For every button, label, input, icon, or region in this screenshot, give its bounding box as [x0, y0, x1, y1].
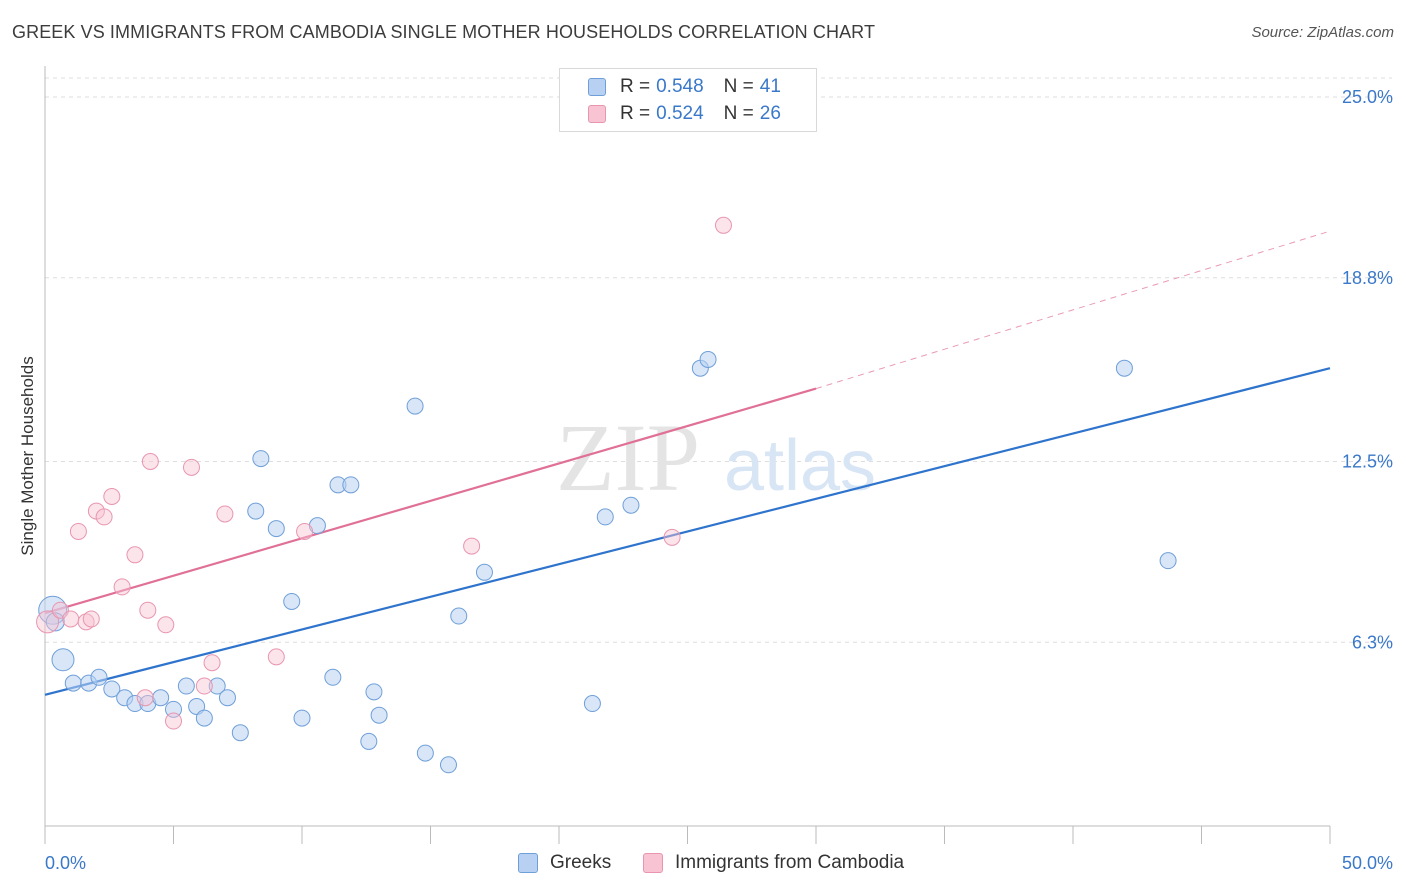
legend-swatch-greeks: [518, 853, 538, 873]
point-greeks: [51, 648, 75, 672]
point-greeks: [247, 502, 265, 520]
x-tick-label: 50.0%: [1342, 853, 1393, 873]
point-cambodia: [296, 522, 314, 540]
point-cambodia: [165, 712, 182, 730]
y-tick-label: 12.5%: [1342, 452, 1393, 472]
gridlines: [45, 77, 1392, 643]
legend-r-value: 0.524: [656, 103, 704, 124]
point-greeks: [231, 724, 249, 742]
legend-n-label: N =: [723, 103, 754, 124]
axes: [44, 66, 1331, 844]
watermark-atlas: atlas: [724, 426, 876, 506]
point-cambodia: [195, 677, 213, 695]
point-greeks: [45, 612, 65, 632]
point-greeks: [1115, 359, 1133, 377]
legend-row-greeks: R = 0.548 N = 41: [588, 74, 781, 100]
point-cambodia: [103, 487, 121, 505]
trendline-cambodia-extension: [815, 230, 1331, 390]
point-greeks: [177, 677, 195, 695]
point-cambodia: [182, 458, 200, 476]
trendlines: [44, 230, 1331, 696]
point-greeks: [416, 744, 434, 762]
point-cambodia: [62, 610, 80, 628]
y-tick-label: 18.8%: [1342, 268, 1393, 288]
point-cambodia: [126, 546, 144, 564]
legend-r-label: R =: [620, 76, 651, 97]
point-greeks: [596, 508, 614, 526]
point-greeks: [450, 607, 468, 625]
point-cambodia: [663, 528, 681, 546]
source-label: Source: ZipAtlas.com: [1251, 24, 1394, 41]
point-greeks: [64, 674, 82, 692]
legend-r-label: R =: [620, 103, 651, 124]
point-cambodia: [95, 508, 113, 526]
point-greeks: [360, 732, 378, 750]
point-cambodia: [69, 522, 87, 540]
legend-n-value: 41: [759, 76, 781, 97]
point-greeks: [218, 689, 236, 707]
point-greeks: [475, 563, 493, 581]
tick-labels: 6.3% 12.5% 18.8% 25.0% 0.0% 50.0%: [45, 87, 1393, 873]
y-tick-label: 6.3%: [1352, 632, 1393, 652]
point-cambodia: [203, 654, 221, 672]
legend-swatch-cambodia: [643, 853, 663, 873]
legend-n-value: 26: [759, 103, 781, 124]
legend-label-cambodia: Immigrants from Cambodia: [675, 852, 905, 873]
point-greeks: [165, 700, 182, 718]
point-greeks: [252, 450, 270, 468]
legend-item-greeks: Greeks: [518, 852, 611, 874]
watermark: ZIP atlas: [556, 404, 876, 511]
point-cambodia: [136, 689, 154, 707]
point-greeks: [152, 689, 170, 707]
correlation-legend: R = 0.548 N = 41 R = 0.524 N = 26: [559, 68, 817, 132]
point-greeks: [208, 677, 226, 695]
point-cambodia: [36, 610, 60, 634]
point-cambodia: [82, 610, 100, 628]
legend-item-cambodia: Immigrants from Cambodia: [643, 852, 904, 874]
point-greeks: [195, 709, 213, 727]
legend-label-greeks: Greeks: [550, 852, 612, 873]
point-greeks: [583, 695, 601, 713]
point-greeks: [1159, 552, 1177, 570]
series-legend: Greeks Immigrants from Cambodia: [0, 852, 1406, 878]
point-greeks: [188, 697, 206, 715]
legend-row-cambodia: R = 0.524 N = 26: [588, 101, 781, 127]
point-greeks: [370, 706, 388, 724]
point-cambodia: [139, 601, 157, 619]
point-cambodia: [141, 453, 159, 470]
point-greeks: [342, 476, 360, 494]
point-greeks: [622, 496, 640, 514]
point-greeks: [293, 709, 311, 727]
chart-title: GREEK VS IMMIGRANTS FROM CAMBODIA SINGLE…: [12, 22, 876, 42]
point-greeks: [406, 397, 424, 415]
point-cambodia: [463, 537, 481, 555]
trendline-greeks: [44, 367, 1331, 696]
point-cambodia: [113, 578, 131, 596]
legend-swatch-blue: [588, 78, 606, 96]
trendline-cambodia: [44, 387, 817, 615]
y-axis-title: Single Mother Households: [18, 356, 37, 556]
point-greeks: [365, 683, 383, 701]
legend-n-label: N =: [723, 76, 754, 97]
legend-swatch-pink: [588, 105, 606, 123]
point-cambodia: [714, 216, 732, 234]
point-greeks: [90, 668, 108, 686]
point-cambodia: [216, 505, 234, 523]
point-greeks: [267, 520, 285, 538]
point-greeks: [324, 668, 342, 686]
point-greeks: [439, 756, 457, 774]
y-tick-label: 25.0%: [1342, 87, 1393, 107]
point-greeks: [699, 350, 717, 368]
point-greeks: [103, 680, 121, 698]
legend-r-value: 0.548: [656, 76, 704, 97]
points: [36, 216, 1177, 774]
point-cambodia: [157, 616, 175, 634]
point-cambodia: [267, 648, 285, 666]
x-tick-label: 0.0%: [45, 853, 86, 873]
point-greeks: [283, 592, 301, 610]
point-cambodia: [77, 613, 95, 631]
